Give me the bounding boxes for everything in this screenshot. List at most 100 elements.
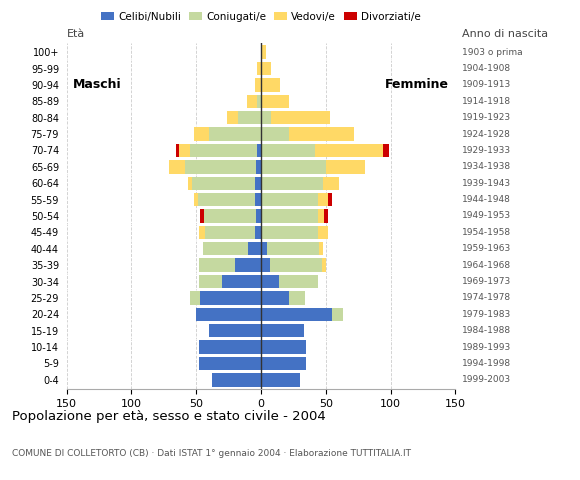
Text: 1999-2003: 1999-2003 (462, 375, 511, 384)
Text: Anno di nascita: Anno di nascita (462, 29, 548, 39)
Text: 1964-1968: 1964-1968 (462, 261, 511, 270)
Bar (261, 144, 316, 157)
Bar (316, 144, 383, 157)
Bar (199, 340, 261, 354)
Bar (169, 160, 184, 174)
Text: Maschi: Maschi (73, 78, 122, 92)
Bar (267, 242, 319, 255)
Legend: Celibi/Nubili, Coniugati/e, Vedovi/e, Divorziati/e: Celibi/Nubili, Coniugati/e, Vedovi/e, Di… (97, 8, 425, 26)
Bar (261, 127, 289, 141)
Text: 1914-1918: 1914-1918 (462, 97, 511, 106)
Text: 1959-1963: 1959-1963 (462, 244, 511, 253)
Text: Femmine: Femmine (385, 78, 449, 92)
Text: 1944-1948: 1944-1948 (462, 195, 510, 204)
Bar (261, 46, 266, 59)
Text: 1949-1953: 1949-1953 (462, 212, 511, 220)
Bar (261, 111, 271, 124)
Bar (261, 95, 289, 108)
Bar (255, 193, 261, 206)
Bar (261, 324, 304, 337)
Text: 1954-1958: 1954-1958 (462, 228, 511, 237)
Bar (261, 62, 271, 75)
Bar (271, 111, 329, 124)
Text: 1969-1973: 1969-1973 (462, 277, 511, 286)
Text: 1924-1928: 1924-1928 (462, 130, 510, 139)
Bar (289, 127, 354, 141)
Text: 1934-1938: 1934-1938 (462, 162, 511, 171)
Bar (190, 291, 200, 305)
Bar (261, 258, 270, 272)
Bar (255, 177, 261, 190)
Text: 1903 o prima: 1903 o prima (462, 48, 523, 57)
Bar (200, 209, 204, 223)
Bar (257, 95, 261, 108)
Bar (318, 209, 324, 223)
Bar (198, 193, 255, 206)
Text: Età: Età (67, 29, 85, 39)
Bar (193, 177, 255, 190)
Text: 1994-1998: 1994-1998 (462, 359, 511, 368)
Text: 1989-1993: 1989-1993 (462, 343, 511, 351)
Bar (238, 111, 261, 124)
Bar (328, 193, 332, 206)
Bar (261, 160, 326, 174)
Bar (319, 242, 323, 255)
Bar (188, 177, 193, 190)
Bar (256, 209, 261, 223)
Bar (222, 275, 261, 288)
Bar (255, 78, 261, 92)
Bar (323, 177, 339, 190)
Bar (248, 242, 261, 255)
Text: Popolazione per età, sesso e stato civile - 2004: Popolazione per età, sesso e stato civil… (12, 410, 325, 423)
Bar (261, 291, 289, 305)
Bar (261, 193, 318, 206)
Bar (209, 127, 261, 141)
Text: 1909-1913: 1909-1913 (462, 81, 511, 89)
Bar (203, 242, 248, 255)
Bar (322, 258, 326, 272)
Text: 1984-1988: 1984-1988 (462, 326, 511, 335)
Bar (261, 78, 281, 92)
Bar (318, 193, 328, 206)
Bar (318, 226, 328, 239)
Text: 1919-1923: 1919-1923 (462, 113, 511, 122)
Bar (261, 209, 318, 223)
Bar (246, 95, 257, 108)
Text: 1939-1943: 1939-1943 (462, 179, 511, 188)
Bar (383, 144, 389, 157)
Bar (255, 226, 261, 239)
Bar (227, 111, 238, 124)
Bar (199, 357, 261, 370)
Bar (199, 275, 222, 288)
Bar (279, 275, 318, 288)
Bar (204, 209, 256, 223)
Bar (257, 144, 261, 157)
Bar (235, 258, 261, 272)
Bar (199, 226, 205, 239)
Bar (261, 275, 279, 288)
Bar (184, 160, 256, 174)
Text: 1904-1908: 1904-1908 (462, 64, 511, 73)
Text: 1979-1983: 1979-1983 (462, 310, 511, 319)
Bar (261, 340, 306, 354)
Text: COMUNE DI COLLETORTO (CB) · Dati ISTAT 1° gennaio 2004 · Elaborazione TUTTITALIA: COMUNE DI COLLETORTO (CB) · Dati ISTAT 1… (12, 449, 411, 458)
Bar (289, 291, 305, 305)
Bar (324, 209, 328, 223)
Bar (261, 242, 267, 255)
Bar (179, 144, 190, 157)
Bar (212, 373, 261, 386)
Bar (261, 373, 300, 386)
Bar (261, 177, 323, 190)
Bar (256, 160, 261, 174)
Text: 1929-1933: 1929-1933 (462, 146, 511, 155)
Bar (257, 62, 261, 75)
Bar (194, 193, 198, 206)
Bar (261, 308, 332, 321)
Bar (200, 291, 261, 305)
Bar (205, 226, 255, 239)
Bar (209, 324, 261, 337)
Bar (199, 258, 235, 272)
Bar (261, 357, 306, 370)
Bar (194, 127, 209, 141)
Bar (196, 308, 261, 321)
